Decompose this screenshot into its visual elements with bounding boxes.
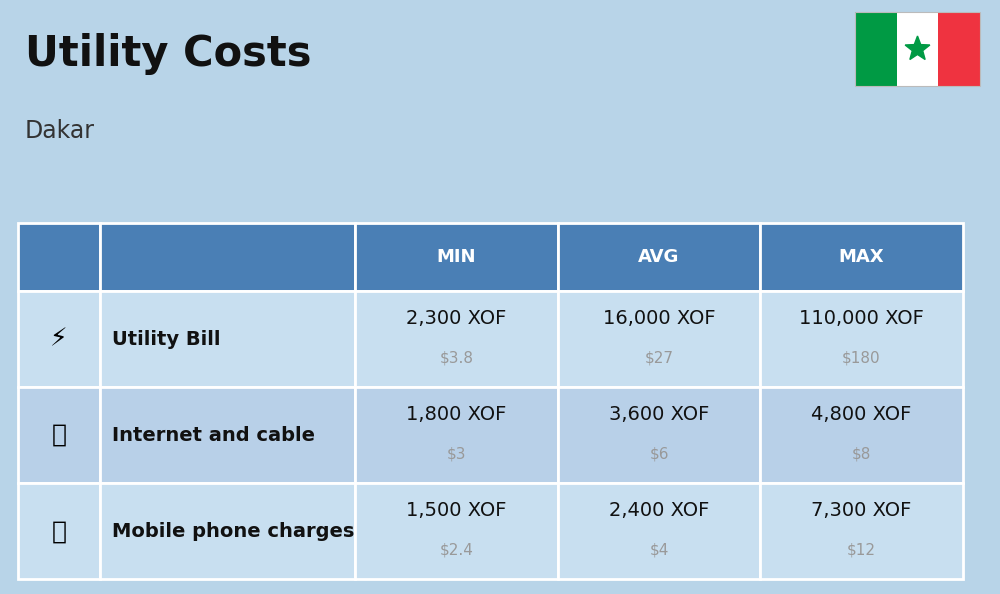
Text: 16,000 XOF: 16,000 XOF: [603, 309, 715, 328]
Text: 110,000 XOF: 110,000 XOF: [799, 309, 924, 328]
Text: 7,300 XOF: 7,300 XOF: [811, 501, 912, 520]
Polygon shape: [905, 36, 930, 59]
Text: 4,800 XOF: 4,800 XOF: [811, 405, 912, 424]
Bar: [100, 291, 355, 387]
Bar: [355, 483, 558, 579]
Bar: [897, 12, 938, 86]
Bar: [760, 387, 963, 483]
Bar: [938, 12, 980, 86]
Bar: [558, 387, 760, 483]
Text: Utility Bill: Utility Bill: [112, 330, 220, 349]
Bar: [855, 12, 980, 86]
Text: 2,400 XOF: 2,400 XOF: [609, 501, 709, 520]
Text: 📱: 📱: [51, 519, 66, 543]
Bar: [760, 223, 963, 291]
Text: 1,800 XOF: 1,800 XOF: [406, 405, 507, 424]
Text: 3,600 XOF: 3,600 XOF: [609, 405, 709, 424]
Bar: [355, 291, 558, 387]
Bar: [100, 483, 355, 579]
Text: 1,500 XOF: 1,500 XOF: [406, 501, 507, 520]
Text: MIN: MIN: [437, 248, 476, 266]
Bar: [558, 291, 760, 387]
Text: Utility Costs: Utility Costs: [25, 33, 312, 75]
Text: $2.4: $2.4: [440, 543, 474, 558]
Text: $4: $4: [649, 543, 669, 558]
Bar: [100, 223, 355, 291]
Text: 2,300 XOF: 2,300 XOF: [406, 309, 507, 328]
Text: $3.8: $3.8: [440, 350, 474, 365]
Text: ⚡️: ⚡️: [50, 327, 68, 351]
Bar: [18, 223, 100, 291]
Text: MAX: MAX: [839, 248, 884, 266]
Bar: [760, 483, 963, 579]
Text: $8: $8: [852, 447, 871, 462]
Bar: [558, 483, 760, 579]
Text: Mobile phone charges: Mobile phone charges: [112, 522, 354, 541]
Bar: [760, 291, 963, 387]
Text: Internet and cable: Internet and cable: [112, 426, 315, 444]
Text: Dakar: Dakar: [25, 119, 95, 143]
Bar: [18, 387, 100, 483]
Bar: [18, 483, 100, 579]
Text: 📶: 📶: [51, 423, 66, 447]
Text: $180: $180: [842, 350, 881, 365]
Text: AVG: AVG: [638, 248, 680, 266]
Text: $12: $12: [847, 543, 876, 558]
Bar: [100, 387, 355, 483]
Bar: [855, 12, 897, 86]
Bar: [18, 291, 100, 387]
Text: $3: $3: [447, 447, 466, 462]
Bar: [355, 223, 558, 291]
Text: $27: $27: [645, 350, 674, 365]
Bar: [355, 387, 558, 483]
Text: $6: $6: [649, 447, 669, 462]
Bar: [558, 223, 760, 291]
